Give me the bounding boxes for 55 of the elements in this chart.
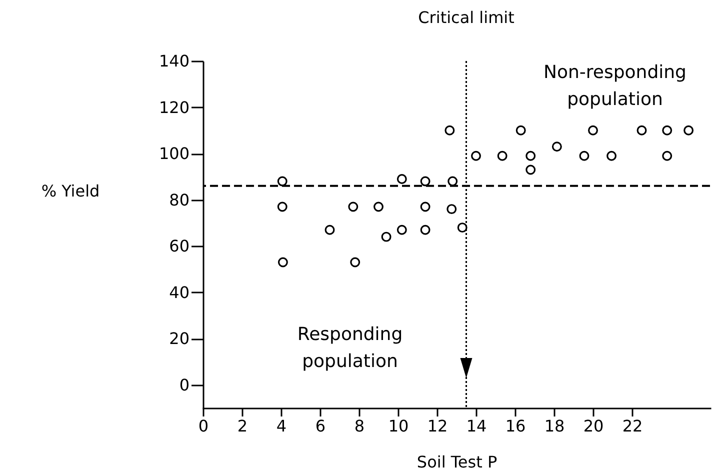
y-tick-label: 40 <box>169 282 190 302</box>
y-tick-label: 120 <box>158 98 190 117</box>
x-tick-label: 8 <box>354 416 365 436</box>
x-tick-label: 2 <box>237 416 248 436</box>
point <box>526 150 536 161</box>
point <box>420 176 430 186</box>
point <box>444 125 455 136</box>
point <box>684 125 694 136</box>
point <box>662 125 672 136</box>
point <box>636 125 647 136</box>
point <box>374 202 384 212</box>
point <box>606 150 617 161</box>
y-tick-label: 80 <box>169 190 190 210</box>
point <box>348 202 358 212</box>
y-tick-label: 140 <box>158 52 190 70</box>
point <box>552 142 562 152</box>
y-tick-label: 20 <box>169 329 190 348</box>
point <box>526 164 536 175</box>
point <box>396 174 407 184</box>
point <box>588 125 598 136</box>
x-tick-label: 10 <box>388 416 409 436</box>
point <box>448 176 458 186</box>
x-tick-label: 0 <box>198 416 209 436</box>
x-tick-label: 4 <box>276 416 287 436</box>
point <box>277 202 288 212</box>
point <box>420 202 430 212</box>
y-tick-label: 60 <box>169 236 190 256</box>
x-tick-label: 6 <box>315 416 326 436</box>
point <box>420 224 430 235</box>
x-tick-label: 18 <box>544 416 565 436</box>
point <box>516 125 526 136</box>
point <box>662 150 672 161</box>
x-tick-label: 22 <box>622 416 643 436</box>
x-tick-label: 12 <box>427 416 448 436</box>
point <box>446 204 457 214</box>
ref-line-label: Critical limit <box>418 8 514 27</box>
point <box>396 224 407 235</box>
point <box>381 232 392 242</box>
annotation: Responding population <box>297 324 403 372</box>
x-tick-label: 14 <box>466 416 487 436</box>
point <box>350 257 360 268</box>
point <box>457 222 468 233</box>
point <box>278 257 288 268</box>
x-tick-label: 16 <box>505 416 526 436</box>
point <box>497 150 508 161</box>
y-tick-label: 0 <box>179 375 190 394</box>
point <box>471 150 481 161</box>
y-axis-title: % Yield <box>41 182 100 200</box>
y-tick-label: 100 <box>158 144 190 164</box>
x-tick-label: 20 <box>583 416 604 436</box>
point <box>324 224 335 235</box>
point <box>277 176 288 186</box>
annotation: Non-responding population <box>544 62 686 110</box>
point <box>579 150 590 161</box>
x-axis-title: Soil Test P <box>416 452 498 472</box>
